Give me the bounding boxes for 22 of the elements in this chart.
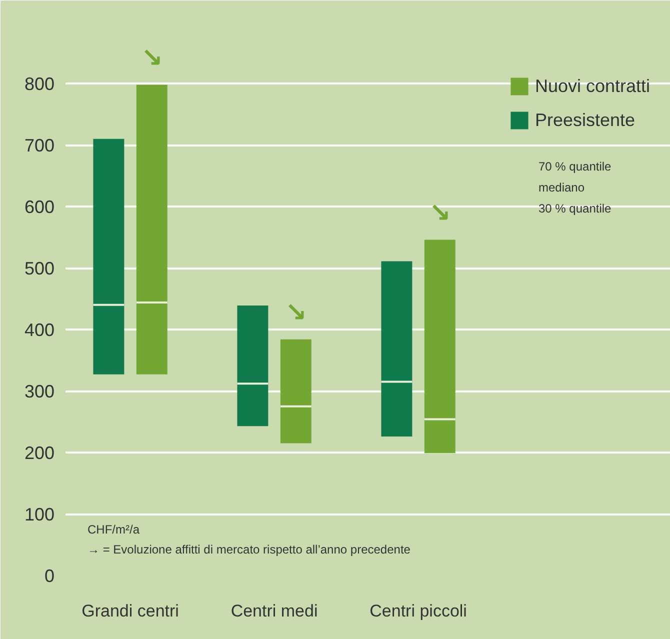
annotation: → = Evoluzione affitti di mercato rispetto all’anno precedente <box>88 542 411 556</box>
y-tick-label: 300 <box>24 382 55 402</box>
x-tick-label: Centri medi <box>230 602 318 620</box>
annotation: ↘ <box>429 198 451 228</box>
text: mediano <box>538 180 585 194</box>
annotation: ↘ <box>141 43 163 74</box>
y-tick-label: 500 <box>24 258 55 279</box>
annotation: CHF/m²/a <box>88 522 140 536</box>
legend-label: Nuovi contratti <box>535 76 650 96</box>
y-tick-label: 0 <box>44 566 55 586</box>
text: 30 % quantile <box>538 202 612 216</box>
y-tick-label: 100 <box>24 504 55 525</box>
y-tick-label: 200 <box>24 443 55 464</box>
y-tick-label: 600 <box>24 197 55 218</box>
y-tick-label: 700 <box>24 136 55 156</box>
y-tick-label: 400 <box>24 320 55 340</box>
legend-label: Preesistente <box>535 110 636 130</box>
text: 70 % quantile <box>538 160 612 174</box>
annotation: ↘ <box>285 298 307 328</box>
x-tick-label: Grandi centri <box>82 602 179 620</box>
y-tick-label: 800 <box>24 74 55 94</box>
x-tick-label: Centri piccoli <box>370 602 467 620</box>
